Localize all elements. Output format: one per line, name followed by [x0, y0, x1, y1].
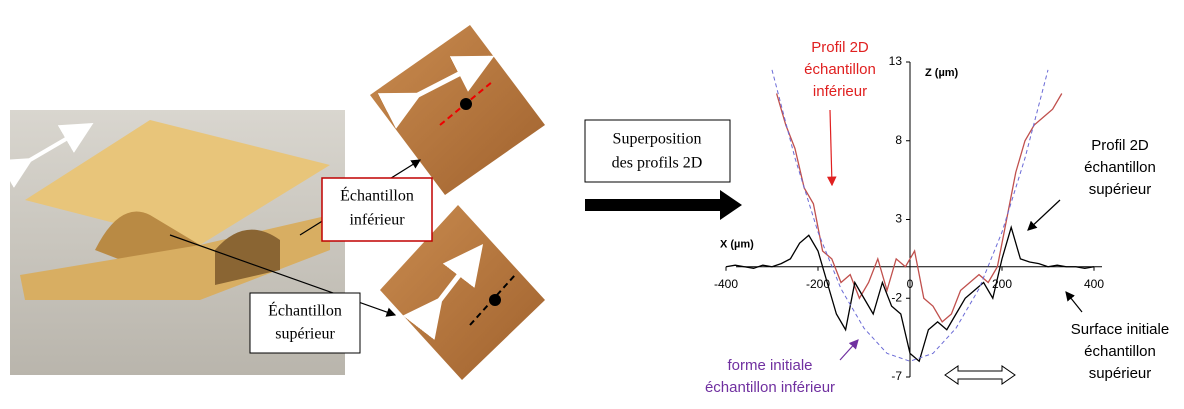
annotation: inférieur	[813, 83, 867, 100]
x-axis-label: X (µm)	[720, 239, 754, 251]
box-lower	[321, 177, 433, 242]
box-text: Superposition	[613, 131, 702, 148]
big-arrow	[585, 190, 742, 220]
y-tick-label: 8	[895, 133, 902, 147]
y-axis-label: Z (µm)	[925, 67, 959, 79]
annotation-arrow	[1065, 291, 1083, 313]
profile-line	[775, 93, 1063, 323]
annotation: supérieur	[1089, 365, 1152, 382]
double-arrow	[402, 244, 484, 340]
y-tick-label: 13	[889, 54, 903, 68]
annotation: Profil 2D	[1091, 137, 1149, 154]
annotation: supérieur	[1089, 181, 1152, 198]
annotation-arrow	[1027, 199, 1061, 231]
box-text: inférieur	[349, 212, 405, 229]
annotation: échantillon	[804, 61, 876, 78]
annotation: Profil 2D	[811, 39, 869, 56]
box-text: supérieur	[275, 326, 335, 343]
x-tick-label: 400	[1084, 277, 1104, 291]
double-arrow	[377, 55, 495, 129]
annotation: échantillon inférieur	[705, 379, 835, 396]
y-tick-label: -2	[891, 290, 902, 304]
double-arrow	[944, 365, 1016, 385]
box-upper	[249, 292, 361, 354]
box-text: Échantillon	[340, 186, 414, 205]
x-tick-label: 0	[907, 277, 914, 291]
y-tick-label: 3	[895, 212, 902, 226]
box-text: des profils 2D	[612, 155, 703, 172]
annotation: Surface initiale	[1071, 321, 1169, 338]
point	[460, 98, 472, 110]
annotation-arrow	[839, 339, 859, 361]
profile-line	[725, 225, 1095, 363]
annotation: échantillon	[1084, 343, 1156, 360]
point	[489, 294, 501, 306]
profile-line	[771, 69, 1049, 362]
y-tick-label: -7	[891, 369, 902, 383]
annotation: forme initiale	[727, 357, 812, 374]
box-superposition	[584, 119, 731, 183]
sample-top	[25, 120, 330, 245]
x-tick-label: -200	[806, 277, 830, 291]
double-arrow	[0, 122, 94, 188]
annotation-arrow	[826, 109, 837, 187]
x-tick-label: -400	[714, 277, 738, 291]
annotation: échantillon	[1084, 159, 1156, 176]
box-text: Échantillon	[268, 301, 342, 320]
half-pipe	[215, 229, 280, 285]
